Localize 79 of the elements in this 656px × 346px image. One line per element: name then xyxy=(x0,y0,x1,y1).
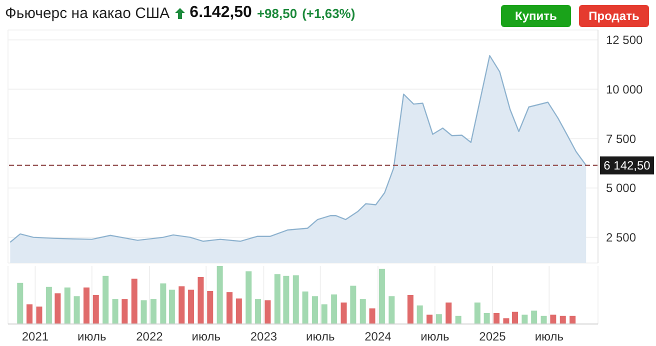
bar xyxy=(160,283,166,324)
y-tick-label: 12 500 xyxy=(606,33,644,48)
bar xyxy=(216,266,223,324)
bar xyxy=(416,305,423,324)
bar xyxy=(484,312,490,324)
bar xyxy=(474,302,480,324)
bar xyxy=(350,286,356,324)
chart-title: Фьючерс на какао США xyxy=(5,4,170,22)
bar xyxy=(255,299,262,324)
bar xyxy=(102,276,109,324)
bar xyxy=(246,271,252,324)
x-tick-label: июль xyxy=(192,330,220,344)
bar xyxy=(570,316,576,324)
bar xyxy=(17,282,24,324)
ref-line-label: 6 142,50 xyxy=(604,158,651,172)
bar xyxy=(188,290,194,324)
bar xyxy=(54,293,61,324)
bar xyxy=(74,296,80,324)
bar xyxy=(207,290,214,324)
bar xyxy=(274,274,280,324)
bar xyxy=(122,299,128,324)
bar xyxy=(455,316,462,324)
bar xyxy=(112,299,118,324)
bar xyxy=(302,292,308,324)
bar xyxy=(540,316,547,324)
bar xyxy=(426,314,433,324)
y-tick-label: 7 500 xyxy=(606,132,636,146)
bar xyxy=(360,299,366,324)
buy-button: Купить xyxy=(501,5,571,27)
bar xyxy=(198,277,204,324)
x-tick-label: июль xyxy=(78,330,106,344)
x-tick-label: 2022 xyxy=(136,330,164,344)
bar xyxy=(369,308,376,324)
bar xyxy=(168,290,175,324)
text: (+1,63%) xyxy=(302,6,356,20)
text: 6.142,50 xyxy=(190,4,252,22)
bar xyxy=(236,298,242,324)
bar xyxy=(512,312,518,324)
bar xyxy=(446,302,452,324)
bar xyxy=(83,287,90,324)
bar xyxy=(503,318,510,324)
x-tick-label: июль xyxy=(534,330,564,344)
bar xyxy=(560,316,566,324)
bar xyxy=(312,296,318,324)
bar xyxy=(264,300,271,324)
y-tick-label: 5 000 xyxy=(606,181,636,196)
sell-button: Продать xyxy=(579,5,649,27)
bar xyxy=(331,294,338,324)
x-tick-label: июль xyxy=(420,330,450,344)
bar xyxy=(26,304,33,324)
bar xyxy=(494,312,500,324)
bar xyxy=(64,287,70,324)
bar xyxy=(150,299,156,324)
bar xyxy=(388,296,395,324)
bar xyxy=(46,286,52,324)
x-tick-label: 2021 xyxy=(22,330,49,344)
bar xyxy=(36,306,42,324)
bar xyxy=(436,314,442,324)
bar xyxy=(226,292,233,324)
bar xyxy=(131,278,138,324)
text: +98,50 xyxy=(256,6,298,20)
bar xyxy=(407,295,414,324)
bar xyxy=(378,268,385,324)
x-tick-label: 2025 xyxy=(479,330,506,344)
x-tick-label: 2023 xyxy=(250,330,278,344)
x-tick-label: 2024 xyxy=(364,330,392,344)
bar xyxy=(522,314,528,324)
bar xyxy=(283,276,290,324)
y-tick-label: 2 500 xyxy=(606,230,636,245)
bar xyxy=(550,314,556,324)
bar xyxy=(92,295,99,324)
y-tick-label: 10 000 xyxy=(606,82,644,96)
bar xyxy=(140,300,147,324)
bar xyxy=(340,302,347,324)
x-tick-label: июль xyxy=(306,330,335,344)
bar xyxy=(178,286,185,324)
bar xyxy=(531,310,538,324)
bar xyxy=(292,275,299,324)
bar xyxy=(321,304,328,324)
